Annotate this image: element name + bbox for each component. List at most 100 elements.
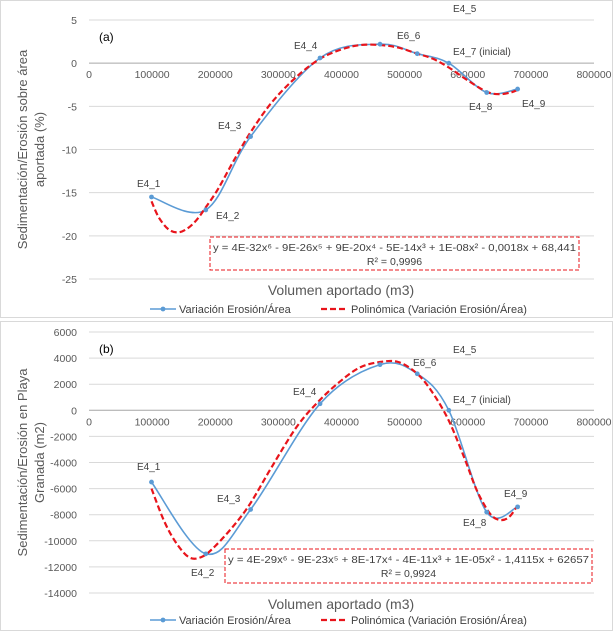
legend-series-marker	[160, 617, 166, 623]
legend-fit-label: Polinómica (Variación Erosión/Área)	[351, 303, 527, 316]
y-axis-label-line: Sedimentación/Erosión en Playa	[15, 368, 30, 557]
data-point	[377, 41, 383, 47]
chart-a-svg: 5 0 -5 -10 -15 -20 -25 0 100000 200000 300000 40000…	[15, 4, 612, 316]
data-point	[377, 362, 383, 368]
r-squared: R² = 0,9924	[381, 568, 436, 580]
y-tick-label: 6000	[54, 327, 78, 339]
data-point-label: E4_9	[522, 99, 546, 110]
y-axis-label-line: Sedimentación/Erosión sobre área	[15, 49, 30, 249]
data-point	[484, 509, 490, 515]
y-tick-label: -10000	[44, 536, 77, 548]
x-tick-label: 200000	[198, 416, 233, 428]
data-point	[446, 60, 452, 66]
y-tick-label: -25	[62, 274, 77, 286]
trendline-equation: y = 4E-29x⁶ - 9E-23x⁵ + 8E-17x⁴ - 4E-11x…	[228, 554, 589, 566]
y-tick-label: 0	[71, 58, 77, 70]
y-tick-label: 2000	[54, 379, 78, 391]
data-point-label: E4_3	[217, 494, 241, 505]
y-tick-label: -2000	[50, 431, 77, 443]
data-point	[149, 479, 154, 485]
equation-box	[224, 548, 593, 584]
y-tick-label: -5	[68, 101, 77, 113]
panel-label: (a)	[99, 30, 114, 44]
x-tick-label: 400000	[324, 416, 359, 428]
data-point-label: E4_9	[504, 489, 528, 500]
data-point	[149, 194, 154, 200]
data-point-label: E4_4	[293, 387, 317, 398]
data-point-label: E4_1	[137, 179, 161, 190]
y-axis-label: Sedimentación/Erosión sobre área aportada…	[15, 49, 47, 249]
x-tick-label: 0	[86, 416, 92, 428]
data-point	[414, 371, 420, 377]
data-point-label: E4_2	[191, 568, 215, 579]
chart-panel-a: 5 0 -5 -10 -15 -20 -25 0 100000 200000 300000 40000…	[0, 0, 613, 318]
data-point-label: E4_5	[453, 4, 477, 15]
data-point-label: E4_8	[469, 102, 493, 113]
y-tick-label: -12000	[44, 562, 77, 574]
y-tick-label: -8000	[50, 510, 77, 522]
x-axis-label: Volumen aportado (m3)	[268, 282, 414, 298]
r-squared: R² = 0,9996	[367, 256, 422, 268]
legend-series-marker	[160, 306, 166, 312]
gridlines	[89, 19, 594, 280]
chart-b-svg: 6000 4000 2000 0 -2000 -4000 -6000 -8000 -10000 -…	[15, 327, 612, 627]
x-axis-label: Volumen aportado (m3)	[268, 596, 414, 612]
legend-series-label: Variación Erosión/Área	[179, 614, 292, 627]
data-point	[414, 51, 420, 57]
data-point	[446, 407, 452, 413]
x-tick-label: 600000	[450, 69, 485, 81]
equation-box	[209, 236, 580, 271]
y-tick-label: -15	[62, 188, 77, 200]
x-tick-label: 600000	[450, 416, 485, 428]
data-point-label: E4_3	[218, 121, 242, 132]
trendline-equation: y = 4E-32x⁶ - 9E-26x⁵ + 9E-20x⁴ - 5E-14x…	[213, 242, 576, 254]
legend: Variación Erosión/Área Polinómica (Variac…	[150, 303, 527, 316]
data-point-label: E6_6	[397, 31, 421, 42]
data-point-label: E4_5	[453, 345, 477, 356]
y-axis-label-line: Granada (m2)	[32, 422, 47, 503]
panel-label: (b)	[99, 342, 114, 356]
data-point	[317, 55, 323, 61]
y-tick-label: 4000	[54, 353, 78, 365]
data-point-label: E4_7 (inicial)	[453, 47, 511, 58]
data-point	[203, 551, 209, 557]
x-tick-label: 700000	[513, 69, 548, 81]
y-axis-label: Sedimentación/Erosión en Playa Granada (m…	[15, 368, 47, 557]
x-tick-label: 100000	[135, 416, 170, 428]
data-point-label: E4_4	[294, 41, 318, 52]
legend-series-label: Variación Erosión/Área	[179, 303, 292, 316]
x-tick-label: 800000	[576, 416, 611, 428]
x-tick-label: 400000	[324, 69, 359, 81]
x-tick-label: 0	[86, 69, 92, 81]
x-tick-label: 300000	[261, 69, 296, 81]
x-tick-label: 300000	[261, 416, 296, 428]
data-point-label: E6_6	[413, 358, 437, 369]
data-point	[515, 504, 521, 510]
x-tick-label: 800000	[576, 69, 611, 81]
legend: Variación Erosión/Área Polinómica (Variac…	[150, 614, 527, 627]
trendline	[150, 359, 519, 560]
y-tick-label: 0	[71, 405, 77, 417]
x-tick-label: 500000	[387, 416, 422, 428]
y-tick-label: 5	[71, 15, 77, 27]
data-point-label: E4_8	[463, 518, 487, 529]
data-point	[248, 507, 254, 512]
chart-panel-b: 6000 4000 2000 0 -2000 -4000 -6000 -8000 -10000 -…	[0, 321, 613, 631]
y-tick-label: -4000	[50, 458, 77, 470]
legend-fit-label: Polinómica (Variación Erosión/Área)	[351, 614, 527, 627]
y-tick-label: -20	[62, 231, 77, 243]
y-tick-label: -14000	[44, 588, 77, 600]
data-point	[317, 401, 323, 407]
data-point-label: E4_1	[137, 462, 161, 473]
x-tick-label: 200000	[198, 69, 233, 81]
y-tick-label: -6000	[50, 484, 77, 496]
data-point-label: E4_2	[216, 211, 240, 222]
y-axis-label-line: aportada (%)	[32, 112, 47, 187]
x-tick-label: 100000	[135, 69, 170, 81]
data-point	[484, 90, 490, 95]
data-point	[248, 134, 254, 139]
x-tick-label: 700000	[513, 416, 548, 428]
x-tick-label: 500000	[387, 69, 422, 81]
y-tick-label: -10	[62, 145, 77, 157]
data-point	[515, 86, 521, 92]
